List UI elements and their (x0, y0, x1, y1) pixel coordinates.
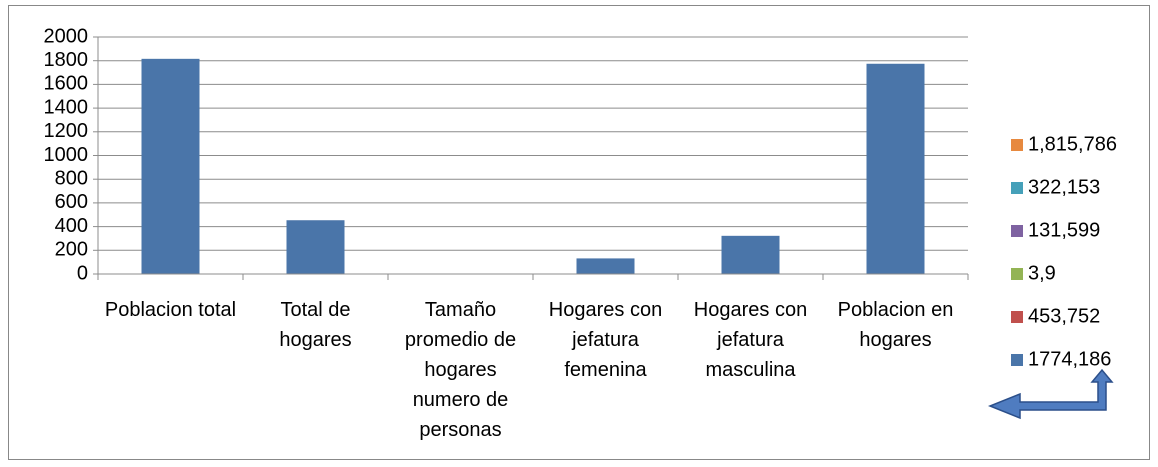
bar (141, 58, 200, 274)
bar (286, 220, 345, 274)
bar (721, 235, 780, 274)
x-tick-label: Poblacion total (104, 299, 237, 321)
legend-label: 453,752 (1028, 305, 1100, 327)
legend-label: 3,9 (1028, 262, 1056, 284)
legend-swatch (1011, 139, 1023, 151)
x-tick-label: Tamaño promedio de hogares numero de per… (404, 299, 517, 441)
y-tick-label: 1400 (44, 96, 89, 118)
legend-label: 1,815,786 (1028, 133, 1117, 155)
legend-label: 322,153 (1028, 176, 1100, 198)
y-tick-label: 800 (55, 167, 88, 189)
y-tick-label: 2000 (44, 25, 89, 47)
x-tick-label: Hogares con jefatura femenina (548, 299, 663, 381)
legend-swatch (1011, 354, 1023, 366)
y-tick-label: 1800 (44, 49, 89, 71)
legend-swatch (1011, 311, 1023, 323)
x-tick-label: Poblacion en hogares (837, 299, 954, 351)
legend-label: 1774,186 (1028, 348, 1111, 370)
y-tick-label: 1600 (44, 73, 89, 95)
legend-label: 131,599 (1028, 219, 1100, 241)
y-tick-label: 1000 (44, 144, 89, 166)
y-tick-label: 0 (77, 262, 88, 284)
x-tick-label: Total de hogares (279, 299, 352, 351)
bar (866, 63, 925, 275)
bar (576, 258, 635, 274)
legend-swatch (1011, 268, 1023, 280)
legend-swatch (1011, 225, 1023, 237)
y-tick-label: 400 (55, 215, 88, 237)
x-tick-label: Hogares con jefatura masculina (693, 299, 808, 381)
y-tick-label: 600 (55, 191, 88, 213)
y-tick-label: 1200 (44, 120, 89, 142)
legend-swatch (1011, 182, 1023, 194)
y-tick-label: 200 (55, 239, 88, 261)
arrow (987, 368, 1114, 420)
